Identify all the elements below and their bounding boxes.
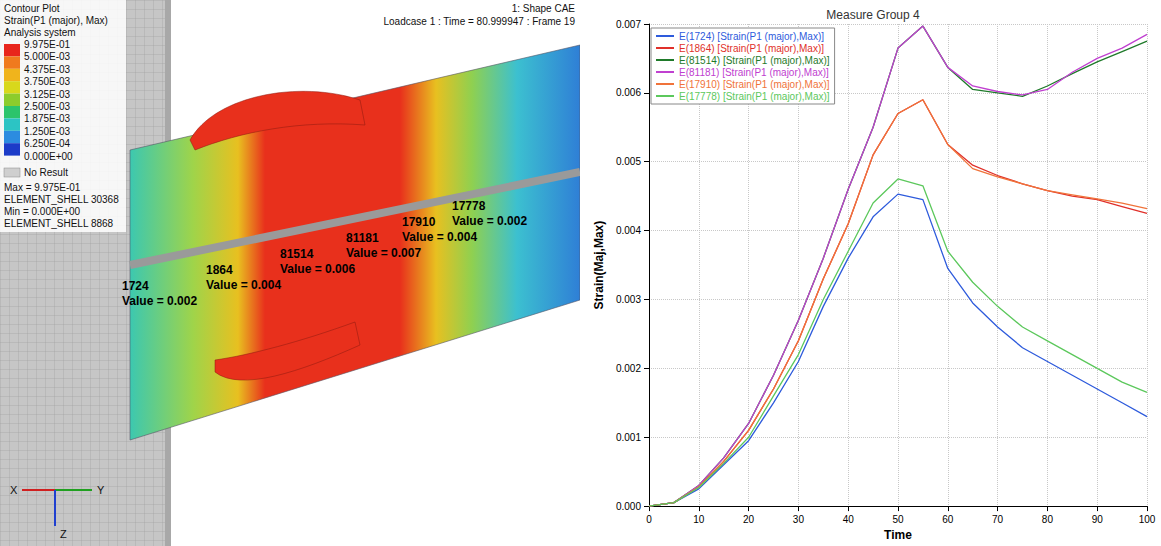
svg-text:100: 100	[1139, 514, 1156, 525]
svg-text:4.375E-03: 4.375E-03	[24, 64, 71, 75]
svg-text:Strain(P1 (major), Max): Strain(P1 (major), Max)	[4, 15, 108, 26]
svg-text:0: 0	[646, 514, 652, 525]
svg-text:6.250E-04: 6.250E-04	[24, 138, 71, 149]
svg-text:1.875E-03: 1.875E-03	[24, 113, 71, 124]
svg-text:2.500E-03: 2.500E-03	[24, 101, 71, 112]
svg-text:0.006: 0.006	[616, 87, 641, 98]
svg-text:No Result: No Result	[24, 167, 68, 178]
svg-text:Strain(Maj,Max): Strain(Maj,Max)	[592, 221, 606, 310]
svg-text:Z: Z	[60, 528, 67, 540]
svg-text:Value = 0.002: Value = 0.002	[122, 294, 197, 308]
svg-text:E(17778) [Strain(P1 (major),Ma: E(17778) [Strain(P1 (major),Max)]	[679, 91, 830, 102]
svg-text:ELEMENT_SHELL 8868: ELEMENT_SHELL 8868	[4, 218, 114, 229]
svg-text:50: 50	[892, 514, 904, 525]
svg-text:Value = 0.006: Value = 0.006	[280, 262, 355, 276]
svg-text:40: 40	[843, 514, 855, 525]
svg-text:17778: 17778	[452, 199, 486, 213]
svg-text:0.007: 0.007	[616, 19, 641, 30]
svg-text:Analysis system: Analysis system	[4, 27, 76, 38]
svg-text:0.004: 0.004	[616, 225, 641, 236]
svg-text:E(81181) [Strain(P1 (major),Ma: E(81181) [Strain(P1 (major),Max)]	[679, 67, 829, 78]
svg-text:Contour Plot: Contour Plot	[4, 3, 60, 14]
svg-text:Value = 0.007: Value = 0.007	[346, 246, 421, 260]
svg-text:0.005: 0.005	[616, 156, 641, 167]
svg-text:3.125E-03: 3.125E-03	[24, 89, 71, 100]
svg-text:Value = 0.004: Value = 0.004	[402, 230, 477, 244]
svg-text:0.003: 0.003	[616, 294, 641, 305]
svg-text:1: Shape CAE: 1: Shape CAE	[512, 3, 576, 14]
svg-text:Value = 0.002: Value = 0.002	[452, 214, 527, 228]
svg-text:5.000E-03: 5.000E-03	[24, 51, 71, 62]
svg-text:30: 30	[793, 514, 805, 525]
svg-text:1864: 1864	[206, 263, 233, 277]
svg-text:Loadcase 1 : Time = 80.999947: Loadcase 1 : Time = 80.999947 : Frame 19	[383, 16, 575, 27]
svg-text:10: 10	[693, 514, 705, 525]
svg-text:60: 60	[942, 514, 954, 525]
svg-text:Max = 9.975E-01: Max = 9.975E-01	[4, 182, 81, 193]
svg-text:E(81514) [Strain(P1 (major),Ma: E(81514) [Strain(P1 (major),Max)]	[679, 55, 830, 66]
svg-text:E(17910) [Strain(P1 (major),Ma: E(17910) [Strain(P1 (major),Max)]	[679, 79, 830, 90]
svg-text:0.000E+00: 0.000E+00	[24, 151, 73, 162]
svg-text:X: X	[10, 484, 18, 496]
svg-text:E(1864) [Strain(P1 (major),Max: E(1864) [Strain(P1 (major),Max)]	[679, 43, 824, 54]
svg-text:3.750E-03: 3.750E-03	[24, 76, 71, 87]
svg-text:81181: 81181	[346, 231, 379, 245]
svg-text:90: 90	[1092, 514, 1104, 525]
svg-text:Measure Group 4: Measure Group 4	[826, 8, 920, 22]
svg-text:1.250E-03: 1.250E-03	[24, 126, 71, 137]
svg-text:1724: 1724	[122, 279, 149, 293]
svg-text:Y: Y	[97, 484, 105, 496]
svg-text:70: 70	[992, 514, 1004, 525]
svg-text:0.000: 0.000	[616, 501, 641, 512]
svg-text:E(1724) [Strain(P1 (major),Max: E(1724) [Strain(P1 (major),Max)]	[679, 31, 824, 42]
svg-text:20: 20	[743, 514, 755, 525]
svg-text:0.001: 0.001	[616, 432, 641, 443]
svg-text:Min = 0.000E+00: Min = 0.000E+00	[4, 206, 81, 217]
svg-text:Value = 0.004: Value = 0.004	[206, 278, 281, 292]
svg-text:81514: 81514	[280, 247, 314, 261]
svg-text:9.975E-01: 9.975E-01	[24, 39, 71, 50]
svg-text:ELEMENT_SHELL 30368: ELEMENT_SHELL 30368	[4, 194, 119, 205]
svg-text:0.002: 0.002	[616, 363, 641, 374]
svg-text:80: 80	[1042, 514, 1054, 525]
svg-text:17910: 17910	[402, 215, 436, 229]
svg-text:Time: Time	[884, 528, 912, 542]
